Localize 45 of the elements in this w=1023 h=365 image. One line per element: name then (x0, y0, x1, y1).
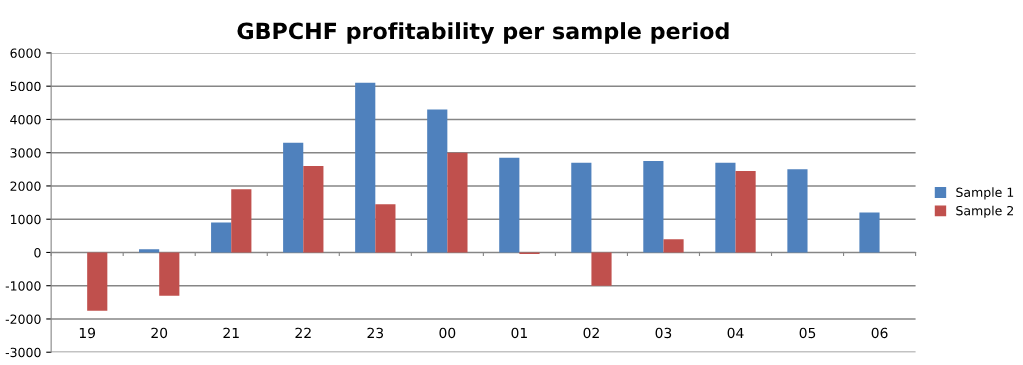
bar (787, 169, 808, 253)
bar (211, 222, 232, 253)
y-tick-label: -3000 (5, 347, 41, 358)
x-tick-label: 00 (439, 327, 456, 339)
bar (663, 239, 684, 253)
bar (571, 162, 592, 253)
legend-label: Sample 2 (956, 205, 1014, 218)
x-tick-label: 06 (871, 327, 888, 339)
bar (859, 212, 880, 253)
x-tick-label: 01 (511, 327, 527, 339)
bar (355, 82, 376, 253)
x-tick-label: 04 (727, 327, 744, 339)
x-tick-label: 20 (151, 327, 168, 339)
bar (159, 252, 180, 296)
bar (591, 252, 612, 286)
bar (643, 161, 664, 253)
y-tick-label: 4000 (10, 114, 41, 125)
y-tick-label: -2000 (5, 314, 41, 324)
bar (499, 157, 520, 253)
x-tick-label: 23 (367, 327, 384, 339)
y-tick-label: -1000 (5, 281, 41, 291)
y-tick-label: 5000 (10, 81, 41, 92)
x-tick-label: 22 (295, 327, 311, 339)
y-tick-label: 2000 (10, 181, 41, 191)
y-tick-label: 3000 (10, 148, 41, 158)
x-tick-label: 21 (223, 327, 239, 339)
bar (447, 152, 468, 253)
bar (139, 249, 160, 253)
bar (375, 204, 396, 253)
bar (427, 109, 448, 253)
chart-title: GBPCHF profitability per sample period (237, 22, 729, 44)
x-tick-label: 03 (655, 327, 672, 339)
x-tick-label: 19 (79, 327, 96, 339)
bar (87, 252, 108, 311)
bar (303, 165, 324, 253)
bar (283, 142, 304, 253)
bar (231, 189, 252, 253)
x-tick-label: 05 (799, 327, 816, 339)
y-tick-label: 6000 (10, 48, 41, 58)
bar (715, 162, 736, 253)
y-tick-label: 1000 (10, 214, 41, 225)
legend-label: Sample 1 (956, 187, 1014, 200)
bar (735, 170, 756, 253)
x-tick-label: 02 (583, 327, 599, 339)
y-tick-label: 0 (34, 247, 41, 258)
